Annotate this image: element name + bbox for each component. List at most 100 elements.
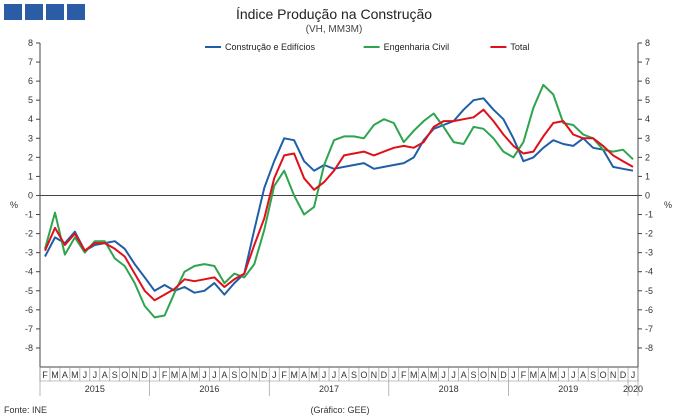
month-label: O (480, 370, 487, 380)
month-label: A (102, 370, 108, 380)
legend-entry: Total (510, 42, 529, 52)
month-label: N (131, 370, 138, 380)
legend-entry: Construção e Edifícios (225, 42, 316, 52)
month-label: J (83, 370, 88, 380)
year-label: 2019 (558, 384, 578, 394)
y-tick-label-right: 7 (645, 57, 650, 67)
month-label: D (620, 370, 627, 380)
month-label: S (471, 370, 477, 380)
series-line-constru-o-e-edif-cios (44, 97, 634, 296)
ine-logo (4, 4, 85, 20)
month-label: A (540, 370, 546, 380)
month-label: M (51, 370, 59, 380)
month-label: D (381, 370, 388, 380)
y-tick-label-left: -1 (25, 210, 33, 220)
month-label: J (561, 370, 566, 380)
y-tick-label-left: 4 (28, 114, 33, 124)
month-label: M (550, 370, 558, 380)
month-label: D (500, 370, 507, 380)
month-label: O (241, 370, 248, 380)
y-tick-label-right: 4 (645, 114, 650, 124)
series-line-total (44, 108, 634, 302)
series-line-engenharia-civil (44, 83, 634, 319)
y-tick-label-left: 1 (28, 171, 33, 181)
y-tick-label-right: 1 (645, 171, 650, 181)
month-label: S (351, 370, 357, 380)
y-tick-label-right: -5 (645, 286, 653, 296)
y-tick-label-right: -2 (645, 229, 653, 239)
month-label: N (610, 370, 617, 380)
y-tick-label-left: 8 (28, 38, 33, 48)
month-label: D (141, 370, 148, 380)
y-tick-label-right: -6 (645, 305, 653, 315)
y-tick-label-left: -8 (25, 343, 33, 353)
y-axis-label-left: % (10, 200, 18, 210)
logo-block (46, 4, 64, 20)
month-label: N (251, 370, 258, 380)
y-tick-label-left: -2 (25, 229, 33, 239)
y-tick-label-right: -4 (645, 267, 653, 277)
month-label: S (112, 370, 118, 380)
month-label: S (590, 370, 596, 380)
year-label: 2020 (623, 384, 643, 394)
month-label: M (530, 370, 538, 380)
credit-note: (Gráfico: GEE) (310, 405, 369, 415)
month-label: A (221, 370, 227, 380)
y-tick-label-right: -8 (645, 343, 653, 353)
chart-title: Índice Produção na Construção (236, 6, 432, 22)
month-label: O (360, 370, 367, 380)
month-label: J (322, 370, 327, 380)
month-label: D (261, 370, 268, 380)
y-tick-label-left: 2 (28, 152, 33, 162)
y-tick-label-left: 7 (28, 57, 33, 67)
chart-subtitle: (VH, MM3M) (306, 24, 363, 35)
y-tick-label-right: -3 (645, 248, 653, 258)
month-label: M (430, 370, 438, 380)
month-label: O (121, 370, 128, 380)
logo-block (25, 4, 43, 20)
month-label: F (281, 370, 287, 380)
month-label: J (571, 370, 576, 380)
month-label: F (162, 370, 168, 380)
y-tick-label-left: 5 (28, 95, 33, 105)
month-label: M (71, 370, 79, 380)
y-tick-label-right: 0 (645, 190, 650, 200)
y-tick-label-right: 5 (645, 95, 650, 105)
y-tick-label-right: 8 (645, 38, 650, 48)
y-tick-label-right: -1 (645, 210, 653, 220)
legend-entry: Engenharia Civil (384, 42, 450, 52)
year-label: 2015 (85, 384, 105, 394)
month-label: F (42, 370, 48, 380)
month-label: J (212, 370, 217, 380)
y-tick-label-left: -5 (25, 286, 33, 296)
month-label: M (191, 370, 199, 380)
month-label: A (461, 370, 467, 380)
month-label: A (580, 370, 586, 380)
month-label: F (521, 370, 527, 380)
y-tick-label-right: 6 (645, 76, 650, 86)
year-label: 2018 (439, 384, 459, 394)
month-label: A (182, 370, 188, 380)
month-label: A (301, 370, 307, 380)
month-label: J (332, 370, 337, 380)
month-label: F (401, 370, 407, 380)
month-label: J (392, 370, 397, 380)
month-label: J (631, 370, 636, 380)
y-tick-label-left: 0 (28, 190, 33, 200)
year-label: 2016 (199, 384, 219, 394)
y-tick-label-left: -3 (25, 248, 33, 258)
y-tick-label-right: -7 (645, 324, 653, 334)
month-label: J (441, 370, 446, 380)
month-label: J (272, 370, 277, 380)
month-label: J (451, 370, 456, 380)
y-tick-label-left: -7 (25, 324, 33, 334)
month-label: O (600, 370, 607, 380)
month-label: A (341, 370, 347, 380)
month-label: N (371, 370, 378, 380)
month-label: M (290, 370, 298, 380)
month-label: J (152, 370, 157, 380)
month-label: S (231, 370, 237, 380)
month-label: J (202, 370, 207, 380)
month-label: M (410, 370, 418, 380)
